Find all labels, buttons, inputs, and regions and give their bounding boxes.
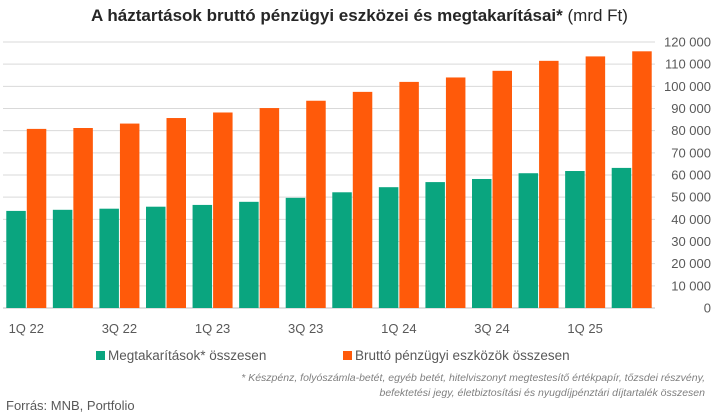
y-tick-label: 50 000 [671,190,711,205]
x-axis-ticks: 1Q 22 3Q 22 1Q 23 3Q 23 1Q 24 3Q 24 1Q 25 [9,321,603,336]
legend: Megtakarítások* összesen Bruttó pénzügyi … [96,348,570,363]
legend-swatch [96,351,105,360]
y-tick-label: 100 000 [664,79,711,94]
bar-brutto-eszkozok [632,51,652,309]
y-tick-label: 30 000 [671,234,711,249]
bar-brutto-eszkozok [352,91,373,308]
bar-megtakaritasok [332,192,352,308]
source-note: Forrás: MNB, Portfolio [6,398,135,413]
x-tick-label: 1Q 25 [567,321,602,336]
legend-label: Bruttó pénzügyi eszközök összesen [355,348,570,363]
bar-megtakaritasok [472,178,492,308]
x-tick-label: 3Q 24 [474,321,509,336]
y-tick-label: 20 000 [671,256,711,271]
y-tick-label: 60 000 [671,168,711,183]
bar-brutto-eszkozok [119,123,140,308]
x-tick-label: 1Q 23 [195,321,230,336]
y-tick-label: 10 000 [671,278,711,293]
bar-brutto-eszkozok [492,70,512,308]
x-tick-label: 1Q 22 [9,321,44,336]
y-axis-ticks: 0 10 000 20 000 30 000 40 000 50 000 60 000 70 … [664,35,711,316]
footnote-line-2: befektetési jegy, életbiztosítási és nyu… [379,387,706,399]
y-tick-label: 40 000 [671,212,711,227]
bars [6,51,652,309]
y-tick-label: 110 000 [665,57,711,72]
bar-brutto-eszkozok [166,118,186,308]
bar-megtakaritasok [378,187,399,308]
footnote-line-1: * Készpénz, folyószámla-betét, egyéb bet… [241,372,705,384]
bar-megtakaritasok [518,173,539,308]
bar-brutto-eszkozok [73,128,93,308]
chart-title-unit: (mrd Ft) [567,6,628,25]
bar-brutto-eszkozok [213,112,233,309]
legend-label: Megtakarítások* összesen [108,348,266,363]
chart-title-main: A háztartások bruttó pénzügyi eszközei é… [91,6,563,25]
bar-megtakaritasok [239,201,259,308]
bar-megtakaritasok [52,209,73,308]
bar-megtakaritasok [565,171,585,308]
bar-brutto-eszkozok [259,108,280,308]
footnote: * Készpénz, folyószámla-betét, egyéb bet… [145,371,705,401]
bar-megtakaritasok [192,204,213,308]
bar-megtakaritasok [99,208,119,308]
y-tick-label: 90 000 [671,101,711,116]
y-tick-label: 120 000 [664,35,711,50]
x-tick-label: 3Q 22 [102,321,137,336]
y-tick-label: 70 000 [671,145,711,160]
bar-brutto-eszkozok [585,56,606,309]
bar-megtakaritasok [146,206,166,308]
x-tick-label: 1Q 24 [381,321,416,336]
bar-megtakaritasok [611,167,632,308]
bar-brutto-eszkozok [445,77,466,308]
bar-megtakaritasok [285,197,306,308]
bar-megtakaritasok [425,182,445,308]
bar-brutto-eszkozok [306,100,326,308]
bar-brutto-eszkozok [399,81,419,309]
x-tick-label: 3Q 23 [288,321,323,336]
bar-brutto-eszkozok [26,128,47,308]
chart-title: A háztartások bruttó pénzügyi eszközei é… [0,6,719,26]
y-tick-label: 80 000 [671,123,711,138]
bar-brutto-eszkozok [539,60,559,308]
bar-megtakaritasok [6,210,26,308]
legend-swatch [343,351,352,360]
y-tick-label: 0 [704,301,711,316]
